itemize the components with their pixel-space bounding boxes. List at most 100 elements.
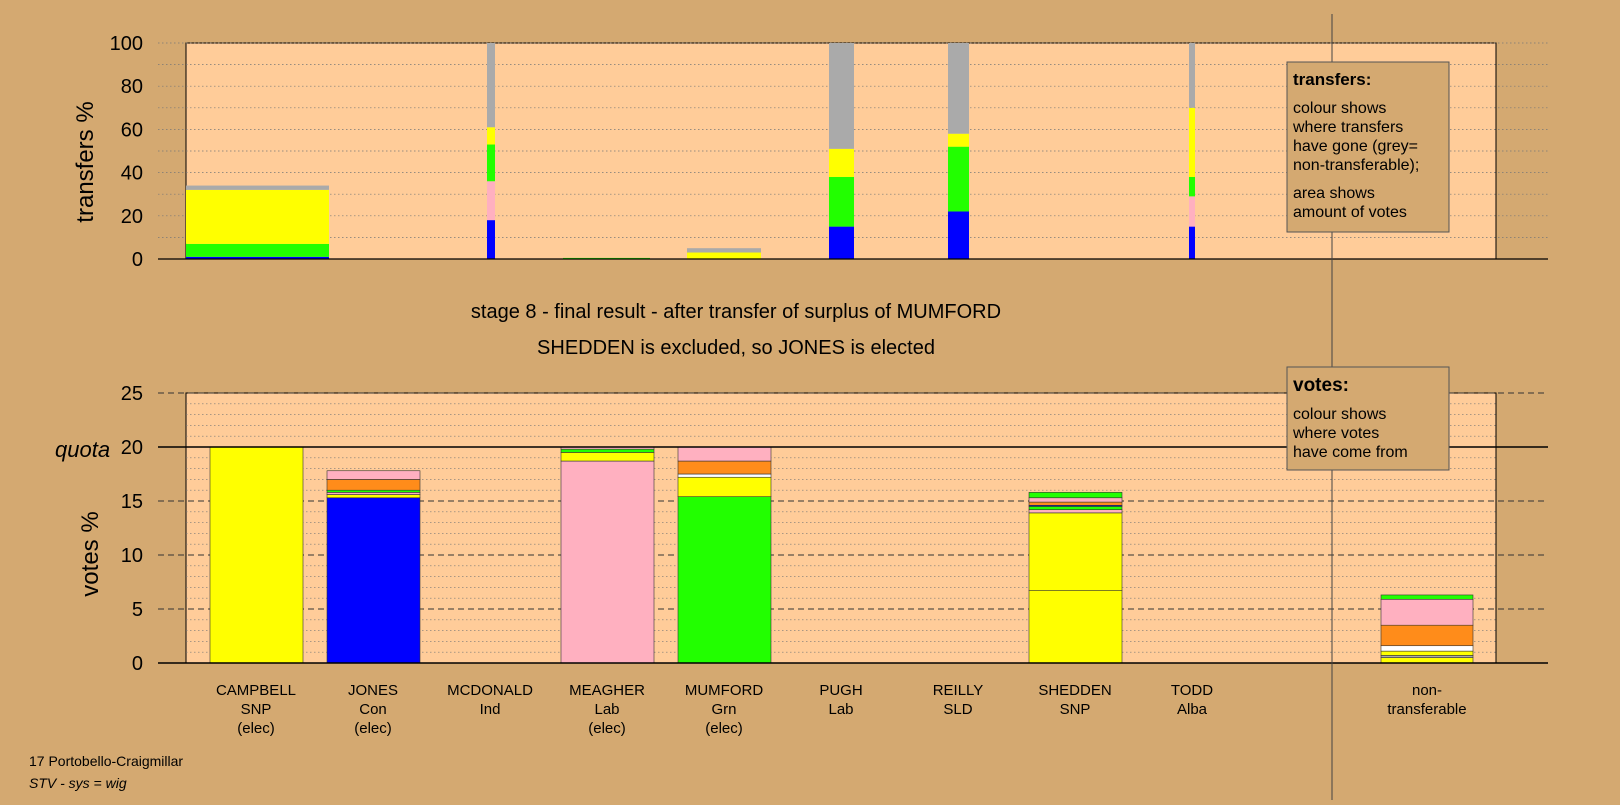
vote-bar-segment — [326, 497, 421, 664]
transfer-bar-segment — [687, 248, 761, 253]
tick-labels: 0 20 40 60 80 100 0 5 10 15 20 25 — [110, 33, 143, 675]
y-axis-label-votes: votes % — [77, 511, 104, 596]
candidate-label: (elec) — [237, 720, 275, 737]
candidate-label: SNP — [241, 701, 272, 718]
transfers-y-tick-label: 20 — [121, 206, 143, 228]
transfer-bar-segment — [948, 133, 969, 147]
vote-bar-segment — [326, 479, 421, 491]
transfer-bar-segment — [948, 43, 969, 134]
transfer-bar-segment — [1189, 226, 1195, 259]
transfers-y-tick-label: 80 — [121, 76, 143, 98]
transfers-y-tick-label: 40 — [121, 163, 143, 185]
candidate-label: PUGH — [819, 682, 862, 699]
vote-bar-segment — [1380, 657, 1474, 664]
legend-votes-title: votes: — [1293, 375, 1349, 396]
vote-bar-segment — [677, 476, 772, 497]
vote-bar-segment — [1380, 655, 1474, 658]
transfer-bar-segment — [487, 181, 495, 221]
nontransferable-label: non- — [1412, 682, 1442, 699]
transfers-y-tick-label: 60 — [121, 119, 143, 141]
transfer-bar-segment — [1189, 107, 1195, 177]
legend-transfers: transfers: colour shows where transfers … — [1286, 61, 1450, 233]
vote-bar-segment — [326, 492, 421, 495]
candidate-label: Lab — [828, 701, 853, 718]
candidate-label: (elec) — [705, 720, 743, 737]
candidate-label: MUMFORD — [685, 682, 763, 699]
candidate-label: MCDONALD — [447, 682, 533, 699]
vote-bar-segment — [326, 494, 421, 499]
votes-y-tick-label: 0 — [132, 653, 143, 675]
vote-bar-segment — [1028, 509, 1123, 514]
vote-bar-segment — [1028, 501, 1123, 506]
vote-bar-segment — [677, 460, 772, 475]
vote-bar-segment — [1028, 590, 1123, 664]
candidate-label: Ind — [480, 701, 501, 718]
transfer-bar-segment — [487, 43, 495, 128]
vote-bar-segment — [1380, 598, 1474, 626]
votes-y-tick-label: 15 — [121, 491, 143, 513]
system-note: STV - sys = wig — [29, 775, 127, 791]
transfer-bar-segment — [829, 148, 854, 177]
transfers-y-tick-label: 100 — [110, 33, 143, 55]
votes-y-tick-label: 20 — [121, 437, 143, 459]
outcome-title: SHEDDEN is excluded, so JONES is elected — [537, 337, 935, 359]
vote-bar-segment — [560, 448, 655, 453]
votes-y-tick-label: 25 — [121, 383, 143, 405]
transfer-bar-segment — [487, 220, 495, 259]
vote-bar-segment — [677, 496, 772, 664]
quota-label: quota — [55, 437, 110, 462]
legend-votes-line: colour shows — [1293, 406, 1386, 423]
transfer-bar-segment — [186, 256, 329, 259]
vote-bar-segment — [1380, 650, 1474, 656]
legend-votes-line: where votes — [1292, 425, 1379, 442]
candidate-label: SLD — [943, 701, 972, 718]
transfer-bar-segment — [948, 211, 969, 259]
legend-transfers-title: transfers: — [1293, 70, 1371, 89]
stage-title: stage 8 - final result - after transfer … — [471, 301, 1001, 323]
candidate-label: JONES — [348, 682, 398, 699]
candidate-label: SNP — [1060, 701, 1091, 718]
candidate-label: Lab — [594, 701, 619, 718]
transfer-bar-segment — [829, 176, 854, 227]
votes-y-tick-label: 5 — [132, 599, 143, 621]
candidate-label: Grn — [711, 701, 736, 718]
nontransferable-label: transferable — [1387, 701, 1466, 718]
transfer-bar-segment — [1189, 43, 1195, 108]
vote-bar-segment — [1028, 512, 1123, 591]
legend-transfers-line: area shows — [1293, 185, 1375, 202]
transfer-bar-segment — [186, 189, 329, 244]
bars — [186, 43, 1474, 664]
legend-transfers-line: non-transferable); — [1293, 157, 1419, 174]
category-labels: CAMPBELL SNP (elec) JONES Con (elec) MCDONALD I… — [216, 682, 1467, 737]
vote-bar-segment — [677, 473, 772, 478]
transfer-bar-segment — [186, 243, 329, 257]
transfer-bar-segment — [829, 43, 854, 149]
transfer-bar-segment — [186, 185, 329, 190]
vote-bar-segment — [560, 460, 655, 664]
vote-bar-segment — [326, 470, 421, 480]
vote-bar-segment — [1380, 594, 1474, 600]
vote-bar-segment — [1028, 492, 1123, 499]
candidate-label: Con — [359, 701, 387, 718]
transfer-bar-segment — [1189, 196, 1195, 227]
candidate-label: (elec) — [354, 720, 392, 737]
candidate-label: Alba — [1177, 701, 1208, 718]
transfer-bar-segment — [1189, 176, 1195, 197]
vote-bar-segment — [209, 446, 304, 664]
transfer-bar-segment — [487, 127, 495, 145]
legend-votes-line: have come from — [1293, 444, 1408, 461]
vote-bar-segment — [1380, 645, 1474, 652]
vote-bar-segment — [677, 446, 772, 462]
transfer-bar-segment — [687, 252, 761, 259]
vote-bar-segment — [326, 489, 421, 493]
votes-y-tick-label: 10 — [121, 545, 143, 567]
legend-transfers-line: amount of votes — [1293, 204, 1407, 221]
candidate-label: SHEDDEN — [1038, 682, 1111, 699]
ward-name: 17 Portobello-Craigmillar — [29, 753, 183, 769]
candidate-label: TODD — [1171, 682, 1213, 699]
transfer-bar-segment — [948, 146, 969, 212]
transfers-y-tick-label: 0 — [132, 249, 143, 271]
legend-transfers-line: have gone (grey= — [1293, 138, 1418, 155]
